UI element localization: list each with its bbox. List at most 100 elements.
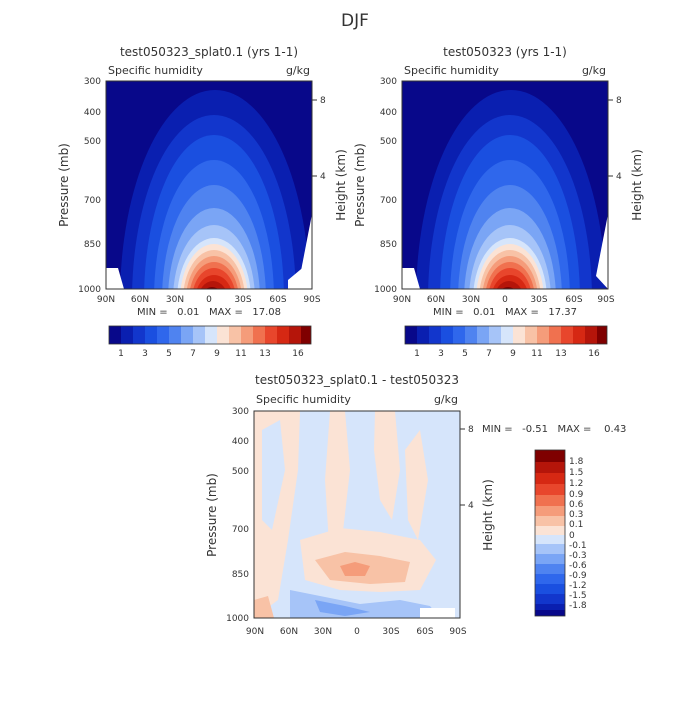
colorbar-3-label: 1.5 <box>569 468 583 478</box>
colorbar-2-label: 3 <box>438 349 444 359</box>
panel-3-ytick: 400 <box>232 437 249 447</box>
colorbar-1-label: 16 <box>292 349 304 359</box>
figure-title: DJF <box>341 11 369 31</box>
panel-1-subtitle-right: g/kg <box>286 64 310 77</box>
panel-3-xtick: 90S <box>449 627 466 637</box>
panel-1-ytick: 1000 <box>78 285 101 295</box>
colorbar-3-label: 0.6 <box>569 500 584 510</box>
panel-3-ytick-right: 4 <box>468 501 474 511</box>
colorbar-3-label: -1.2 <box>569 581 587 591</box>
panel-3-xtick: 30N <box>314 627 332 637</box>
panel-1-xtick: 30N <box>166 295 184 305</box>
panel-2-xtick: 0 <box>502 295 508 305</box>
panel-3-xtick: 0 <box>354 627 360 637</box>
panel-2: test050323 (yrs 1-1) Specific humidity g… <box>353 45 644 359</box>
panel-3-ytick: 300 <box>232 407 249 417</box>
colorbar-3-label: -1.5 <box>569 591 587 601</box>
panel-1-ytick: 700 <box>84 196 101 206</box>
colorbar-1: 1 3 5 7 9 11 13 16 <box>108 325 312 359</box>
panel-2-ytick: 500 <box>380 137 397 147</box>
colorbar-3-label: 0.9 <box>569 490 584 500</box>
panel-2-ytick: 700 <box>380 196 397 206</box>
panel-1: test050323_splat0.1 (yrs 1-1) Specific h… <box>57 45 348 359</box>
colorbar-2-label: 16 <box>588 349 600 359</box>
panel-1-ytick: 300 <box>84 77 101 87</box>
panel-2-xtick: 60N <box>427 295 445 305</box>
panel-3-ylabel-right: Height (km) <box>481 479 495 550</box>
panel-2-ylabel: Pressure (mb) <box>353 143 367 227</box>
panel-2-subtitle-right: g/kg <box>582 64 606 77</box>
colorbar-1-label: 5 <box>166 349 172 359</box>
colorbar-3-label: 0 <box>569 531 575 541</box>
panel-1-xtick: 90S <box>303 295 320 305</box>
panel-2-title: test050323 (yrs 1-1) <box>443 45 567 59</box>
colorbar-3-label: -1.8 <box>569 601 587 611</box>
panel-3-subtitle-left: Specific humidity <box>256 393 351 406</box>
panel-2-xtick: 30S <box>530 295 547 305</box>
colorbar-1-label: 9 <box>214 349 220 359</box>
colorbar-1-label: 11 <box>235 349 246 359</box>
panel-2-ytick-right: 8 <box>616 96 622 106</box>
colorbar-3: 1.8 1.5 1.2 0.9 0.6 0.3 0.1 0 -0.1 -0.3 … <box>534 449 587 617</box>
colorbar-3-label: 0.3 <box>569 510 583 520</box>
panel-2-ylabel-right: Height (km) <box>630 149 644 220</box>
panel-3-xtick: 30S <box>382 627 399 637</box>
panel-1-xtick: 30S <box>234 295 251 305</box>
panel-3-ytick-right: 8 <box>468 425 474 435</box>
panel-2-ytick: 400 <box>380 108 397 118</box>
panel-2-ytick: 850 <box>380 240 397 250</box>
colorbar-1-label: 13 <box>259 349 270 359</box>
colorbar-2-label: 11 <box>531 349 542 359</box>
colorbar-1-label: 7 <box>190 349 196 359</box>
colorbar-3-label: -0.6 <box>569 561 587 571</box>
panel-2-subtitle-left: Specific humidity <box>404 64 499 77</box>
panel-1-title: test050323_splat0.1 (yrs 1-1) <box>120 45 298 59</box>
panel-1-humidity-field <box>106 81 312 289</box>
panel-1-xtick: 60N <box>131 295 149 305</box>
colorbar-3-label: 0.1 <box>569 520 583 530</box>
panel-1-ylabel-right: Height (km) <box>334 149 348 220</box>
panel-1-xtick: 0 <box>206 295 212 305</box>
colorbar-2-label: 1 <box>414 349 420 359</box>
panel-3-ytick: 850 <box>232 570 249 580</box>
panel-3-ytick: 1000 <box>226 614 249 624</box>
colorbar-2-label: 5 <box>462 349 468 359</box>
colorbar-2-label: 7 <box>486 349 492 359</box>
panel-3-xtick: 60S <box>416 627 433 637</box>
panel-1-ytick: 850 <box>84 240 101 250</box>
panel-2-humidity-field <box>402 81 608 289</box>
panel-2-stats: MIN = 0.01 MAX = 17.37 <box>433 307 577 318</box>
colorbar-3-label: -0.3 <box>569 551 587 561</box>
colorbar-2: 1 3 5 7 9 11 13 16 <box>404 325 608 359</box>
panel-1-ytick-right: 8 <box>320 96 326 106</box>
panel-3-stats: MIN = -0.51 MAX = 0.43 <box>482 424 626 435</box>
panel-3-title: test050323_splat0.1 - test050323 <box>255 373 459 387</box>
panel-2-ytick: 300 <box>380 77 397 87</box>
colorbar-2-label: 9 <box>510 349 516 359</box>
panel-2-ytick-right: 4 <box>616 172 622 182</box>
panel-2-xtick: 90S <box>597 295 614 305</box>
panel-3-xtick: 60N <box>280 627 298 637</box>
panel-1-stats: MIN = 0.01 MAX = 17.08 <box>137 307 281 318</box>
panel-1-ytick: 400 <box>84 108 101 118</box>
colorbar-2-label: 13 <box>555 349 566 359</box>
panel-3-xtick: 90N <box>246 627 264 637</box>
panel-3-ytick: 500 <box>232 467 249 477</box>
panel-2-xtick: 60S <box>565 295 582 305</box>
panel-3-difference-field <box>254 411 460 618</box>
panel-3-subtitle-right: g/kg <box>434 393 458 406</box>
colorbar-3-label: -0.9 <box>569 571 587 581</box>
colorbar-3-label: -0.1 <box>569 541 587 551</box>
panel-1-xtick: 90N <box>97 295 115 305</box>
panel-1-ytick-right: 4 <box>320 172 326 182</box>
panel-2-ytick: 1000 <box>374 285 397 295</box>
colorbar-1-label: 1 <box>118 349 124 359</box>
panel-2-xtick: 90N <box>393 295 411 305</box>
colorbar-1-label: 3 <box>142 349 148 359</box>
panel-3: test050323_splat0.1 - test050323 Specifi… <box>205 373 626 637</box>
panel-2-xtick: 30N <box>462 295 480 305</box>
panel-1-ylabel: Pressure (mb) <box>57 143 71 227</box>
panel-1-ytick: 500 <box>84 137 101 147</box>
colorbar-3-label: 1.2 <box>569 479 583 489</box>
